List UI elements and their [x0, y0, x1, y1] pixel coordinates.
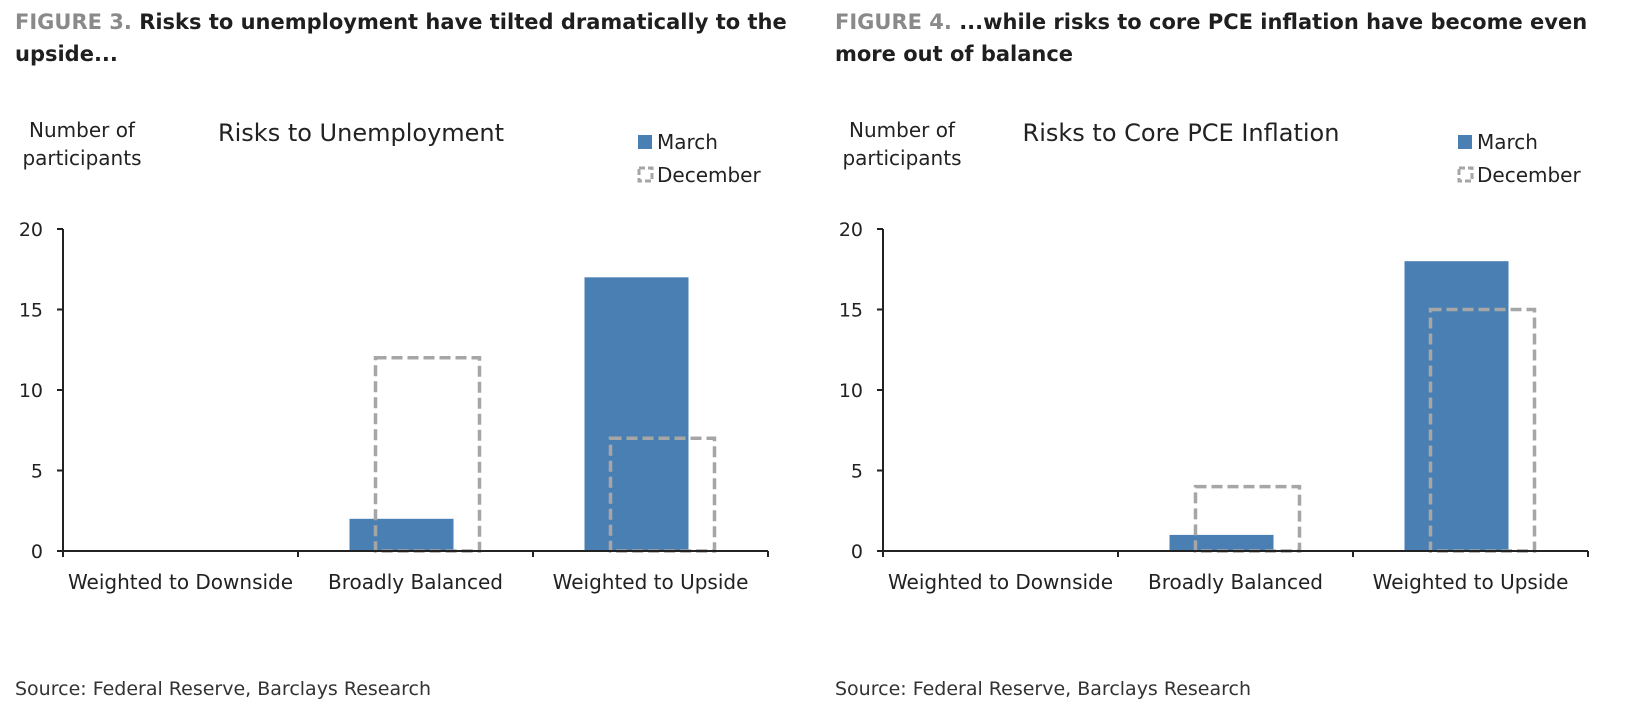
y-tick-label: 20: [19, 219, 43, 241]
y-axis-title-line: participants: [22, 146, 141, 170]
y-tick-label: 20: [839, 219, 863, 241]
legend-label-december: December: [1477, 163, 1581, 187]
source-note: Source: Federal Reserve, Barclays Resear…: [15, 678, 432, 700]
figure-headline: ...while risks to core PCE inflation hav…: [835, 10, 1588, 66]
y-tick-label: 5: [31, 461, 43, 483]
y-tick-label: 10: [19, 380, 43, 402]
figure-4-panel: FIGURE 4. ...while risks to core PCE inf…: [835, 0, 1635, 710]
source-note: Source: Federal Reserve, Barclays Resear…: [835, 678, 1252, 700]
y-tick-label: 15: [19, 300, 43, 322]
y-axis-title-line: participants: [842, 146, 961, 170]
legend-swatch-december: [1457, 166, 1474, 183]
chart-title: Risks to Core PCE Inflation: [1023, 119, 1340, 147]
y-tick-label: 5: [851, 461, 863, 483]
figure-label: FIGURE 3.: [15, 10, 132, 34]
y-tick-label: 10: [839, 380, 863, 402]
bar-december-2: [373, 356, 482, 553]
y-axis-title: Number of participants: [842, 118, 961, 170]
legend-swatch-december: [637, 166, 654, 183]
chart-title: Risks to Unemployment: [218, 119, 504, 147]
core-pce-risk-chart: Number of participants Risks to Core PCE I…: [839, 118, 1589, 594]
x-category-label: Broadly Balanced: [1148, 570, 1323, 594]
figure-headline: Risks to unemployment have tilted dramat…: [15, 10, 787, 66]
x-category-label: Weighted to Upside: [1373, 570, 1569, 594]
bar-march-3: [1404, 261, 1509, 551]
y-axis-title: Number of participants: [22, 118, 141, 170]
x-category-label: Weighted to Downside: [888, 570, 1113, 594]
bar-december-3: [608, 436, 717, 553]
figure-title: FIGURE 4. ...while risks to core PCE inf…: [835, 6, 1625, 70]
bar-march-2: [349, 518, 454, 551]
x-category-label: Broadly Balanced: [328, 570, 503, 594]
figure-label: FIGURE 4.: [835, 10, 952, 34]
legend-label-march: March: [1477, 130, 1538, 154]
bar-march-3: [584, 277, 689, 551]
figure-title: FIGURE 3. Risks to unemployment have til…: [15, 6, 805, 70]
bar-march-2: [1169, 534, 1274, 551]
x-category-label: Weighted to Downside: [68, 570, 293, 594]
y-axis-title-line: Number of: [29, 118, 136, 142]
legend-label-march: March: [657, 130, 718, 154]
legend-label-december: December: [657, 163, 761, 187]
bar-december-3: [1428, 307, 1537, 553]
y-axis-title-line: Number of: [849, 118, 956, 142]
y-tick-label: 0: [31, 541, 43, 563]
legend-swatch-march: [638, 135, 652, 149]
y-tick-label: 0: [851, 541, 863, 563]
x-category-label: Weighted to Upside: [553, 570, 749, 594]
bar-december-2: [1193, 484, 1302, 553]
unemployment-risk-chart: Number of participants Risks to Unemployme…: [19, 118, 769, 594]
legend-swatch-march: [1458, 135, 1472, 149]
y-tick-label: 15: [839, 300, 863, 322]
figure-3-panel: FIGURE 3. Risks to unemployment have til…: [15, 0, 815, 710]
